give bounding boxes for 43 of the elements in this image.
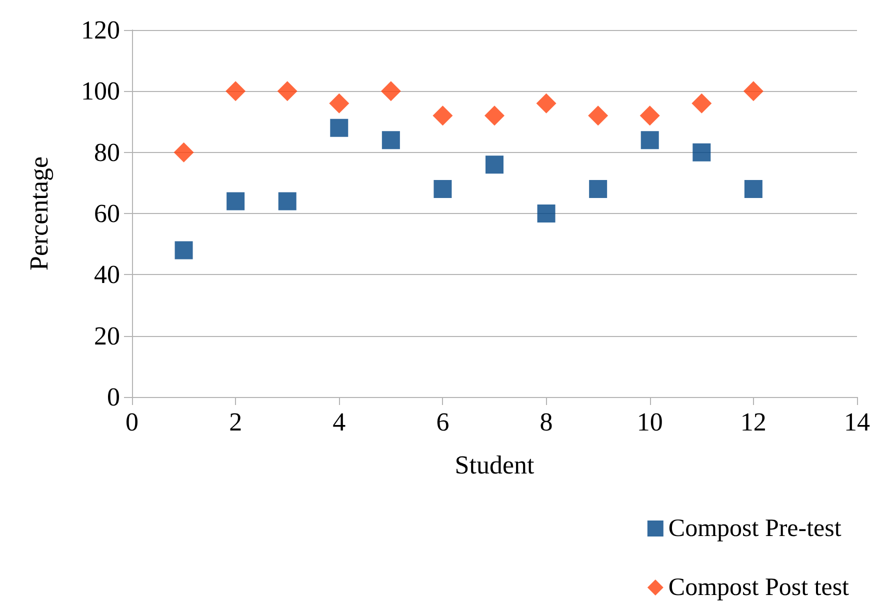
x-tick-label: 6 bbox=[436, 408, 450, 436]
point bbox=[536, 93, 556, 114]
y-tick-label: 120 bbox=[81, 16, 120, 44]
point bbox=[589, 180, 608, 198]
x-tick-label: 12 bbox=[740, 408, 766, 436]
y-tick-label: 0 bbox=[107, 382, 120, 412]
legend-label: Compost Pre-test bbox=[668, 515, 842, 542]
point bbox=[640, 106, 660, 126]
point bbox=[380, 81, 401, 102]
point bbox=[278, 192, 296, 210]
point bbox=[174, 142, 194, 162]
x-tick-label: 2 bbox=[229, 408, 242, 436]
legend-label: Compost Post test bbox=[668, 574, 850, 601]
point bbox=[434, 180, 452, 198]
x-tick-label: 0 bbox=[126, 408, 138, 436]
point bbox=[330, 118, 348, 137]
point bbox=[743, 81, 764, 102]
point bbox=[744, 180, 762, 198]
point bbox=[692, 143, 711, 162]
point bbox=[588, 106, 608, 126]
point bbox=[382, 131, 400, 150]
point bbox=[226, 81, 246, 102]
y-axis-title: Percentage bbox=[24, 156, 54, 271]
point bbox=[537, 204, 556, 222]
point bbox=[486, 156, 504, 174]
point bbox=[432, 106, 453, 126]
x-axis-title: Student bbox=[454, 450, 535, 480]
x-tick-label: 8 bbox=[540, 408, 553, 436]
point bbox=[484, 106, 504, 126]
point bbox=[174, 241, 193, 260]
x-tick-label: 14 bbox=[844, 408, 870, 436]
point bbox=[226, 192, 245, 210]
x-tick-label: 10 bbox=[636, 408, 663, 436]
y-tick-label: 80 bbox=[94, 138, 120, 167]
y-tick-label: 40 bbox=[94, 260, 120, 290]
point bbox=[277, 81, 298, 102]
x-tick-label: 4 bbox=[332, 408, 346, 436]
point bbox=[692, 93, 712, 114]
y-tick-label: 60 bbox=[94, 199, 120, 228]
y-tick-label: 100 bbox=[81, 76, 120, 106]
point bbox=[640, 131, 659, 150]
point bbox=[329, 93, 350, 114]
y-tick-label: 20 bbox=[94, 321, 120, 350]
